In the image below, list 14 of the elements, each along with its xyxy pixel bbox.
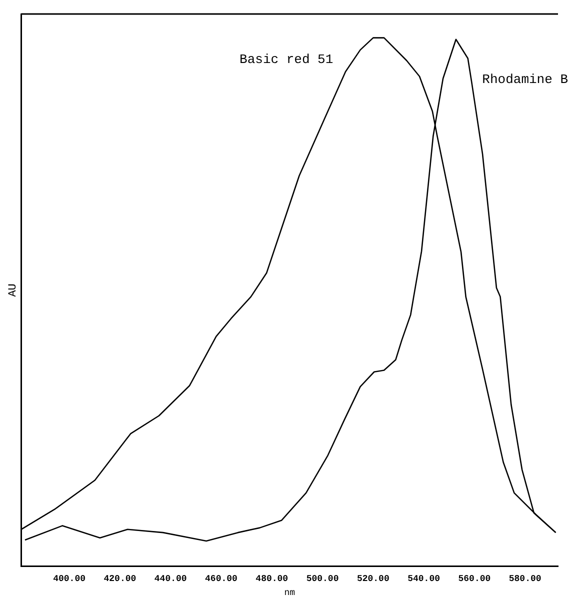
x-tick-label: 580.00: [508, 574, 542, 584]
x-tick-label: 460.00: [205, 574, 238, 584]
y-axis-title: AU: [8, 284, 20, 297]
x-tick-label: 520.00: [356, 574, 390, 584]
x-tick-label: 480.00: [256, 574, 288, 584]
series-label: Basic red 51: [240, 52, 334, 68]
x-tick-label: 420.00: [104, 574, 136, 584]
x-tick-label: 440.00: [154, 574, 187, 584]
x-tick-label: 540.00: [408, 574, 440, 584]
x-tick-label: 400.00: [53, 574, 86, 584]
x-axis-title: nm: [284, 588, 296, 598]
x-tick-label: 560.00: [458, 574, 491, 584]
x-tick-label: 500.00: [306, 574, 339, 584]
series-label: Rhodamine B: [482, 72, 568, 87]
